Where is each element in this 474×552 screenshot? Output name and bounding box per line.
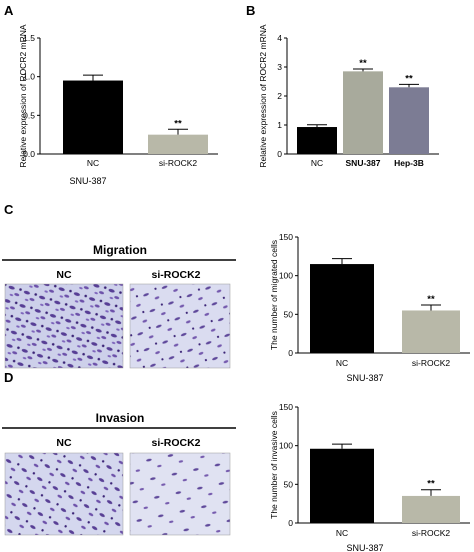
invasion-label-nc: NC: [56, 437, 72, 449]
chart-d-significance: **: [427, 479, 435, 490]
invasion-image-panel: Invasion NC si-ROCK2: [2, 411, 236, 536]
chart-c-category-label: si-ROCK2: [412, 358, 451, 368]
chart-d-ytick-label: 0: [288, 518, 293, 528]
chart-b-significance: **: [359, 58, 367, 69]
chart-b-category-label: Hep-3B: [394, 158, 424, 168]
chart-b: 0 1 2 3 4 Relative expression of ROCR2 mRNA NC…: [258, 24, 439, 168]
chart-d-ytick-label: 50: [284, 479, 294, 489]
chart-c-ytick-label: 50: [284, 309, 294, 319]
panel-letter-d: D: [4, 370, 13, 385]
migration-si-rock2-image: [129, 283, 231, 369]
chart-b-ytick-label: 0: [277, 149, 282, 159]
chart-b-ylabel: Relative expression of ROCR2 mRNA: [258, 24, 268, 167]
chart-d-category-label: NC: [336, 528, 348, 538]
chart-c-bar: [310, 264, 374, 353]
chart-c-bar: [402, 310, 460, 353]
chart-a-bar: [63, 80, 123, 154]
chart-c-ytick-label: 150: [279, 232, 293, 242]
chart-a-ylabel: Relative expression of ROCR2 mRNA: [18, 24, 28, 167]
migration-nc-image: [4, 283, 124, 369]
chart-c-ytick-label: 0: [288, 348, 293, 358]
chart-a-category-label: si-ROCK2: [159, 158, 198, 168]
chart-b-bar: [297, 127, 337, 154]
chart-d-ytick-label: 150: [279, 402, 293, 412]
chart-c-category-label: NC: [336, 358, 348, 368]
migration-label-si-rock2: si-ROCK2: [151, 269, 200, 281]
chart-a-ytick-label: 1.0: [23, 72, 35, 82]
chart-b-ytick-label: 1: [277, 120, 282, 130]
chart-b-significance: **: [405, 73, 413, 84]
chart-d-xlabel: SNU-387: [346, 543, 383, 552]
chart-a-category-label: NC: [87, 158, 99, 168]
panel-letter-b: B: [246, 3, 255, 18]
chart-c-xlabel: SNU-387: [346, 373, 383, 383]
migration-title: Migration: [93, 243, 147, 257]
chart-d-ytick-label: 100: [279, 441, 293, 451]
chart-a-ytick-label: 1.5: [23, 33, 35, 43]
chart-a-significance: **: [174, 118, 182, 129]
chart-b-category-label: NC: [311, 158, 323, 168]
migration-label-nc: NC: [56, 269, 72, 281]
chart-d-ylabel: The number of invasive cells: [269, 411, 279, 519]
panel-letter-a: A: [4, 3, 14, 18]
chart-b-bar: [343, 71, 383, 154]
chart-c-ylabel: The number of migrated cells: [269, 240, 279, 350]
panel-letter-c: C: [4, 202, 14, 217]
chart-b-ytick-label: 4: [277, 33, 282, 43]
chart-d-bar: [310, 448, 374, 523]
chart-c-significance: **: [427, 294, 435, 305]
migration-image-panel: Migration NC si-ROCK2: [2, 243, 236, 369]
chart-a-ytick-label: 0.0: [23, 149, 35, 159]
chart-b-ytick-label: 3: [277, 62, 282, 72]
invasion-nc-image: [4, 452, 124, 536]
invasion-title: Invasion: [96, 411, 145, 425]
chart-a-bar: [148, 134, 208, 154]
chart-a-ytick-label: 0.5: [23, 110, 35, 120]
chart-d-category-label: si-ROCK2: [412, 528, 451, 538]
chart-b-bar: [389, 87, 429, 154]
chart-c-ytick-label: 100: [279, 271, 293, 281]
chart-b-category-label: SNU-387: [346, 158, 381, 168]
chart-b-ytick-label: 2: [277, 91, 282, 101]
invasion-label-si-rock2: si-ROCK2: [151, 437, 200, 449]
chart-a-xlabel: SNU-387: [69, 176, 106, 186]
chart-d-bar: [402, 495, 460, 523]
invasion-si-rock2-image: [129, 452, 231, 536]
